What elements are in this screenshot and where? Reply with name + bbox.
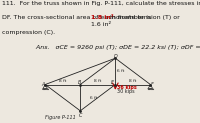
Text: 30 kips: 30 kips — [117, 89, 134, 94]
Text: compression (C).: compression (C). — [2, 30, 55, 35]
Text: 111.  For the truss shown in Fig. P-111, calculate the stresses in members CE, D: 111. For the truss shown in Fig. P-111, … — [2, 1, 200, 6]
Text: 6 ft: 6 ft — [90, 96, 97, 100]
Text: A: A — [41, 82, 44, 87]
Text: Figure P-111: Figure P-111 — [45, 115, 76, 120]
Text: DF. The cross-sectional area of each member is: DF. The cross-sectional area of each mem… — [2, 15, 153, 21]
Text: D: D — [113, 54, 117, 59]
Text: 8 ft: 8 ft — [129, 79, 137, 83]
Text: B: B — [78, 80, 81, 85]
Text: 36 kips: 36 kips — [117, 85, 136, 90]
Text: 1.6 in²: 1.6 in² — [91, 22, 111, 27]
Text: F: F — [151, 82, 154, 87]
Text: . Indicate tension (T) or: . Indicate tension (T) or — [106, 15, 180, 21]
Text: 6 ft: 6 ft — [117, 69, 125, 73]
Text: 1.8 in²: 1.8 in² — [91, 15, 114, 21]
Text: C: C — [79, 113, 82, 118]
Text: 8 ft: 8 ft — [59, 79, 66, 83]
Text: Ans.   σCE = 9260 psi (T); σDE = 22.2 ksi (T); σDF = 18.5 ksi (C): Ans. σCE = 9260 psi (T); σDE = 22.2 ksi … — [16, 45, 200, 50]
Text: E: E — [111, 80, 114, 85]
Text: 8 ft: 8 ft — [94, 79, 101, 83]
